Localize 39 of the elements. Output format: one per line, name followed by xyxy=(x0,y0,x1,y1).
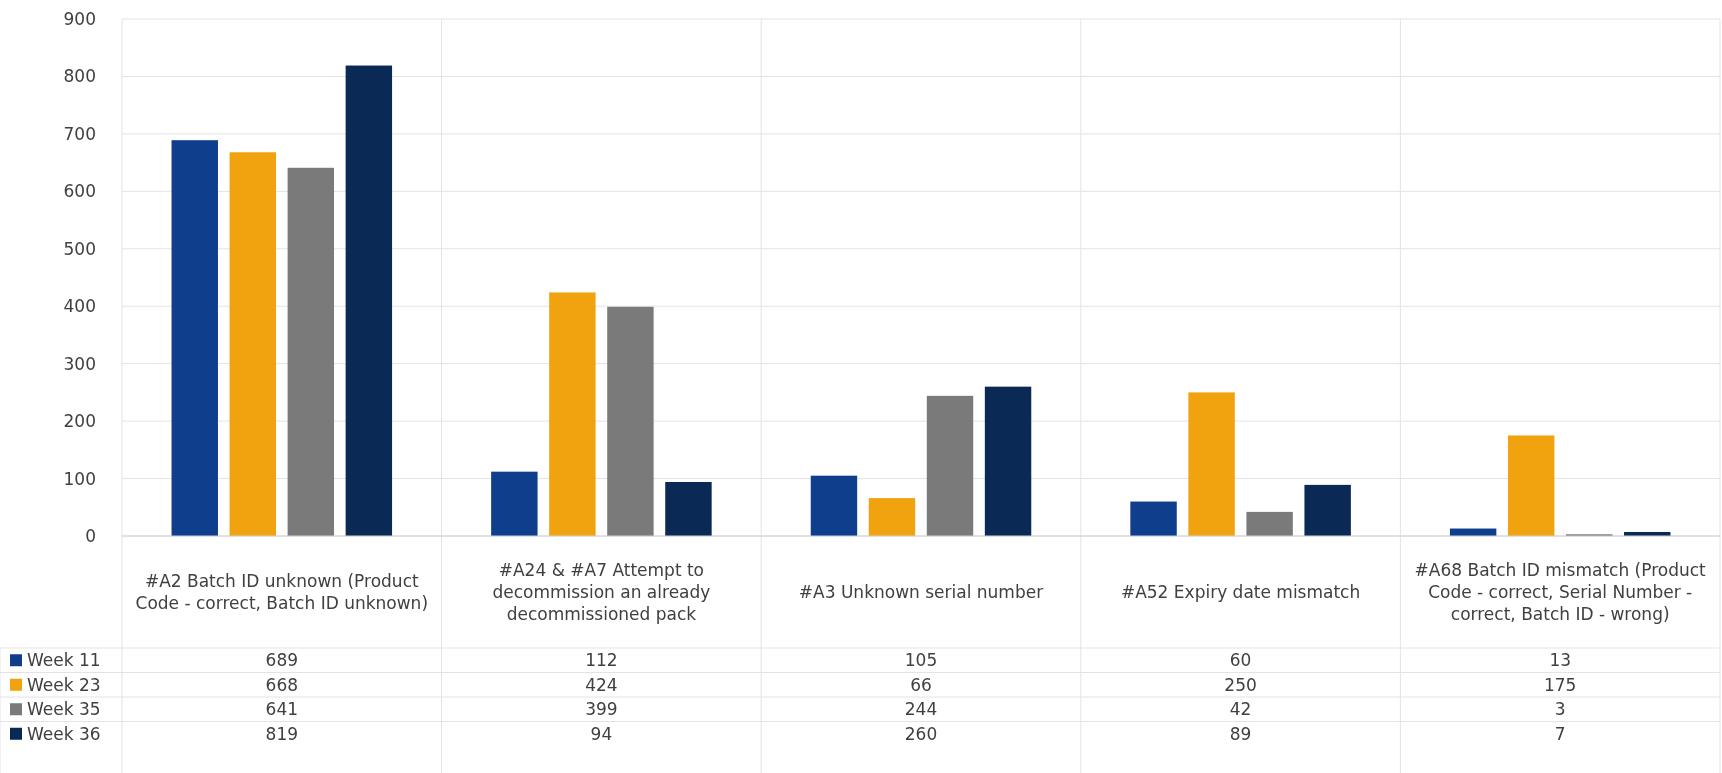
y-tick-label: 900 xyxy=(63,8,96,29)
data-label: 42 xyxy=(1229,699,1252,720)
legend-label: Week 11 xyxy=(27,650,101,671)
y-tick-label: 400 xyxy=(63,296,96,317)
data-label: 66 xyxy=(910,674,932,695)
data-label: 250 xyxy=(1224,674,1257,695)
data-label: 112 xyxy=(585,650,618,671)
x-tick-label: #A68 Batch ID mismatch (Product Code - correct, Serial Number - correct, Batch ID - wrong) xyxy=(1414,559,1707,624)
y-tick-label: 300 xyxy=(63,353,96,374)
x-tick-label: #A3 Unknown serial number xyxy=(798,581,1044,602)
data-label: 260 xyxy=(904,723,938,744)
data-label: 819 xyxy=(265,723,299,744)
data-label: 13 xyxy=(1549,650,1572,671)
data-label: 399 xyxy=(585,699,618,720)
y-tick-label: 700 xyxy=(63,123,96,144)
y-tick-label: 0 xyxy=(85,525,96,546)
data-label: 105 xyxy=(904,650,938,671)
y-tick-label: 800 xyxy=(63,66,96,87)
legend-label: Week 35 xyxy=(27,699,101,720)
data-label: 3 xyxy=(1554,699,1566,720)
data-label: 60 xyxy=(1229,650,1252,671)
x-tick-label: #A24 & #A7 Attempt to decommission an already decommissioned pack xyxy=(492,559,711,624)
data-label: 89 xyxy=(1229,723,1252,744)
data-label: 7 xyxy=(1554,723,1566,744)
x-tick-label: #A52 Expiry date mismatch xyxy=(1120,581,1361,602)
x-tick-label: #A2 Batch ID unknown (Product Code - correct, Batch ID unknown) xyxy=(135,570,429,613)
data-label: 424 xyxy=(585,674,618,695)
data-label: 689 xyxy=(265,650,299,671)
legend-label: Week 23 xyxy=(27,674,101,695)
y-tick-label: 500 xyxy=(63,238,96,259)
y-tick-label: 200 xyxy=(63,411,96,432)
legend-label: Week 36 xyxy=(27,723,101,744)
y-tick-label: 600 xyxy=(63,181,96,202)
data-label: 641 xyxy=(265,699,299,720)
data-label: 244 xyxy=(904,699,938,720)
y-tick-label: 100 xyxy=(63,468,96,489)
data-label: 94 xyxy=(590,723,613,744)
data-label: 175 xyxy=(1543,674,1577,695)
data-label: 668 xyxy=(265,674,299,695)
